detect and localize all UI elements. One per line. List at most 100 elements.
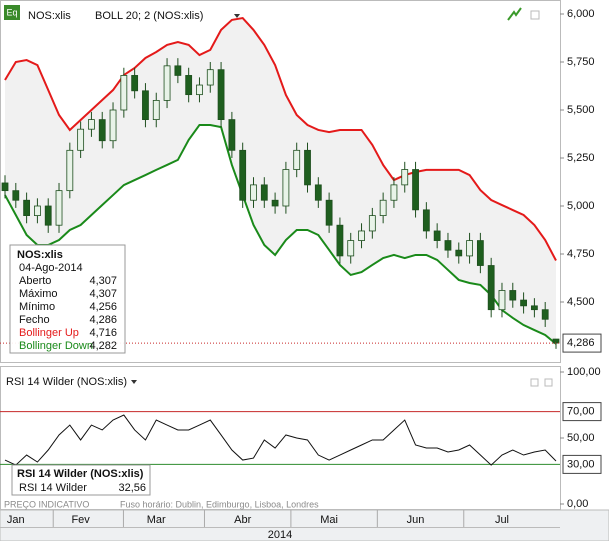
y-tick-label: 4,750 xyxy=(567,248,595,260)
candle-body xyxy=(174,65,182,76)
candle-body xyxy=(444,240,452,251)
candle-body xyxy=(88,119,95,130)
candle-body xyxy=(120,75,128,111)
candle-body xyxy=(271,199,279,207)
candle-body xyxy=(152,99,160,120)
chart-icon[interactable] xyxy=(507,7,522,21)
x-tick-label: Abr xyxy=(234,514,251,526)
info-value: 4,716 xyxy=(89,327,117,339)
symbol-title: NOS:xlis xyxy=(28,10,71,22)
candle-body xyxy=(23,199,31,216)
candle-body xyxy=(530,305,538,311)
info-title: RSI 14 Wilder (NOS:xlis) xyxy=(17,468,144,480)
info-value: 4,256 xyxy=(89,301,117,313)
y-tick-label: 50,00 xyxy=(567,432,595,444)
price-panel xyxy=(0,0,561,363)
candle-body xyxy=(390,184,398,201)
x-tick-label: Fev xyxy=(71,514,90,526)
window-icon[interactable] xyxy=(530,378,539,387)
candle-body xyxy=(44,205,52,226)
y-tick-label: 5,250 xyxy=(567,152,595,164)
y-tick-label: 5,000 xyxy=(567,200,595,212)
candle-body xyxy=(412,169,419,211)
dropdown-arrow[interactable] xyxy=(131,380,137,384)
footer-note: Fuso horário: Dublin, Edimburgo, Lisboa,… xyxy=(120,499,319,509)
candle-body xyxy=(422,209,430,232)
candle-body xyxy=(433,230,441,241)
dropdown-arrow[interactable] xyxy=(234,14,240,18)
y-tick-label: 0,00 xyxy=(567,498,588,510)
info-value: 32,56 xyxy=(118,482,146,494)
x-tick-label: Mar xyxy=(147,514,166,526)
info-value: 4,282 xyxy=(89,340,117,352)
candle-body xyxy=(109,109,117,142)
rsi-line xyxy=(4,414,557,466)
x-axis-label: 2014 xyxy=(268,529,292,541)
candle-body xyxy=(325,199,333,226)
candle-body xyxy=(98,119,106,142)
candle-body xyxy=(314,184,322,201)
candle-body xyxy=(293,149,301,170)
x-axis-strip xyxy=(0,509,609,541)
legend-label: Bollinger Down xyxy=(19,340,93,352)
y-tick-label: 100,00 xyxy=(567,366,601,378)
price-label: 4,286 xyxy=(567,337,595,349)
x-tick-label: Jun xyxy=(407,514,425,526)
candle-body xyxy=(498,290,506,311)
candle-body xyxy=(476,240,484,266)
candle-body xyxy=(401,169,409,186)
candle-body xyxy=(304,149,311,186)
badge[interactable] xyxy=(4,5,20,20)
candle-body xyxy=(466,240,473,257)
candle-body xyxy=(142,90,149,120)
y-tick-label: 5,750 xyxy=(567,56,595,68)
candle-body xyxy=(552,338,560,344)
legend-label: Bollinger Up xyxy=(19,327,79,339)
candle-body xyxy=(455,249,463,257)
x-tick-label: Jan xyxy=(7,514,25,526)
candle-body xyxy=(228,119,236,151)
candle-body xyxy=(239,149,247,201)
candle-body xyxy=(336,224,344,257)
bollinger-line xyxy=(4,16,557,261)
bollinger-line xyxy=(4,123,557,345)
candle-body xyxy=(260,184,268,201)
info-label: Fecho xyxy=(19,314,50,326)
indicator-title: BOLL 20; 2 (NOS:xlis) xyxy=(95,10,203,22)
candle-body xyxy=(1,182,9,192)
info-box xyxy=(9,244,126,354)
x-tick-label: Mai xyxy=(320,514,338,526)
window-icon[interactable] xyxy=(530,10,540,20)
info-label: Aberto xyxy=(19,275,51,287)
badge-text: Eq xyxy=(6,7,17,17)
info-title: NOS:xlis xyxy=(17,249,63,261)
info-value: 4,307 xyxy=(89,288,117,300)
candle-body xyxy=(541,309,549,320)
y-tick-label: 6,000 xyxy=(567,8,595,20)
footer-note: PREÇO INDICATIVO xyxy=(4,499,89,509)
y-tick-label: 4,500 xyxy=(567,296,595,308)
level-label-box xyxy=(562,402,602,422)
info-value: 4,286 xyxy=(89,314,117,326)
candle-body xyxy=(196,84,203,96)
candle-body xyxy=(206,69,214,86)
level-label: 30,00 xyxy=(567,458,595,470)
candle-body xyxy=(163,65,171,101)
candle-body xyxy=(55,190,63,226)
candle-body xyxy=(66,149,74,192)
window-icon[interactable] xyxy=(544,378,553,387)
candle-body xyxy=(487,265,495,311)
candle-body xyxy=(12,190,20,201)
candle-body xyxy=(520,299,527,307)
candle-body xyxy=(358,230,365,241)
rsi-title: RSI 14 Wilder (NOS:xlis) xyxy=(6,376,127,388)
info-label: Máximo xyxy=(19,288,58,300)
y-tick-label: 5,500 xyxy=(567,104,595,116)
candle-body xyxy=(34,205,41,216)
candle-body xyxy=(282,169,290,207)
x-tick-label: Jul xyxy=(495,514,509,526)
candle-body xyxy=(250,184,257,201)
candle-body xyxy=(509,290,517,301)
info-date: 04-Ago-2014 xyxy=(19,262,83,274)
